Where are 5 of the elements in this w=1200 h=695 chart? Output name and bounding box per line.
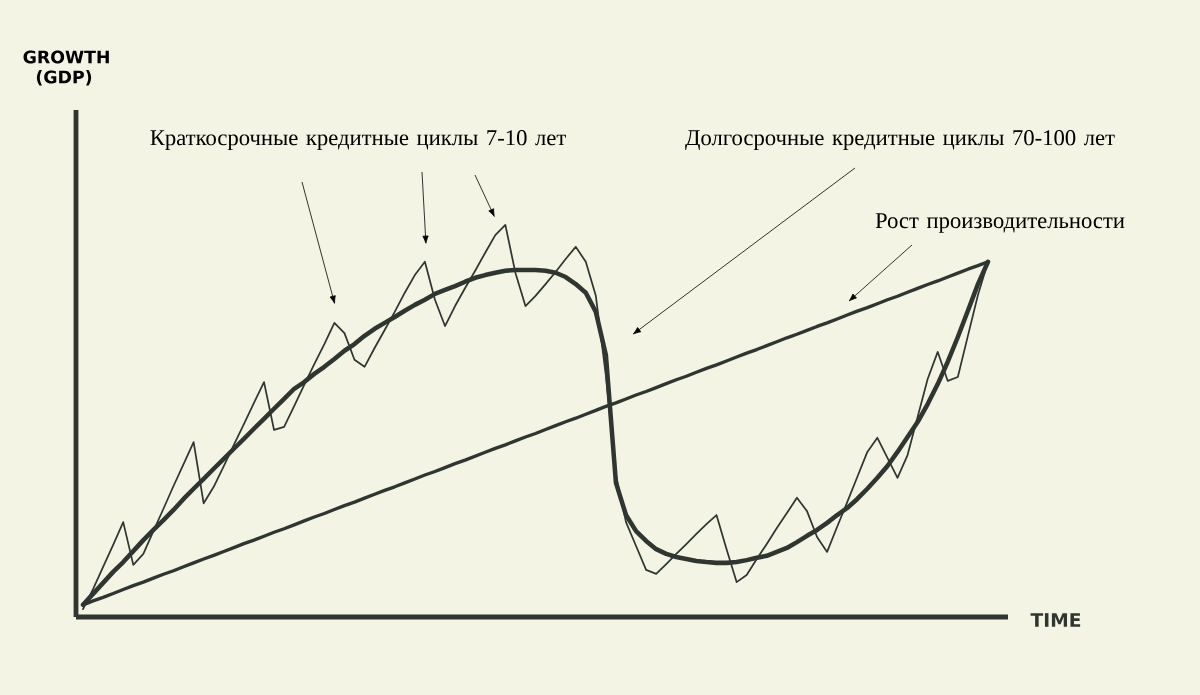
text: Долгосрочные кредитные циклы 70-100 лет — [685, 130, 1115, 150]
annotation: Рост производительности — [875, 213, 1125, 233]
x-axis-title: TIME — [1030, 613, 1081, 627]
text: Краткосрочные кредитные циклы 7-10 лет — [150, 130, 566, 150]
text: GROWTH (GDP) — [23, 50, 109, 86]
